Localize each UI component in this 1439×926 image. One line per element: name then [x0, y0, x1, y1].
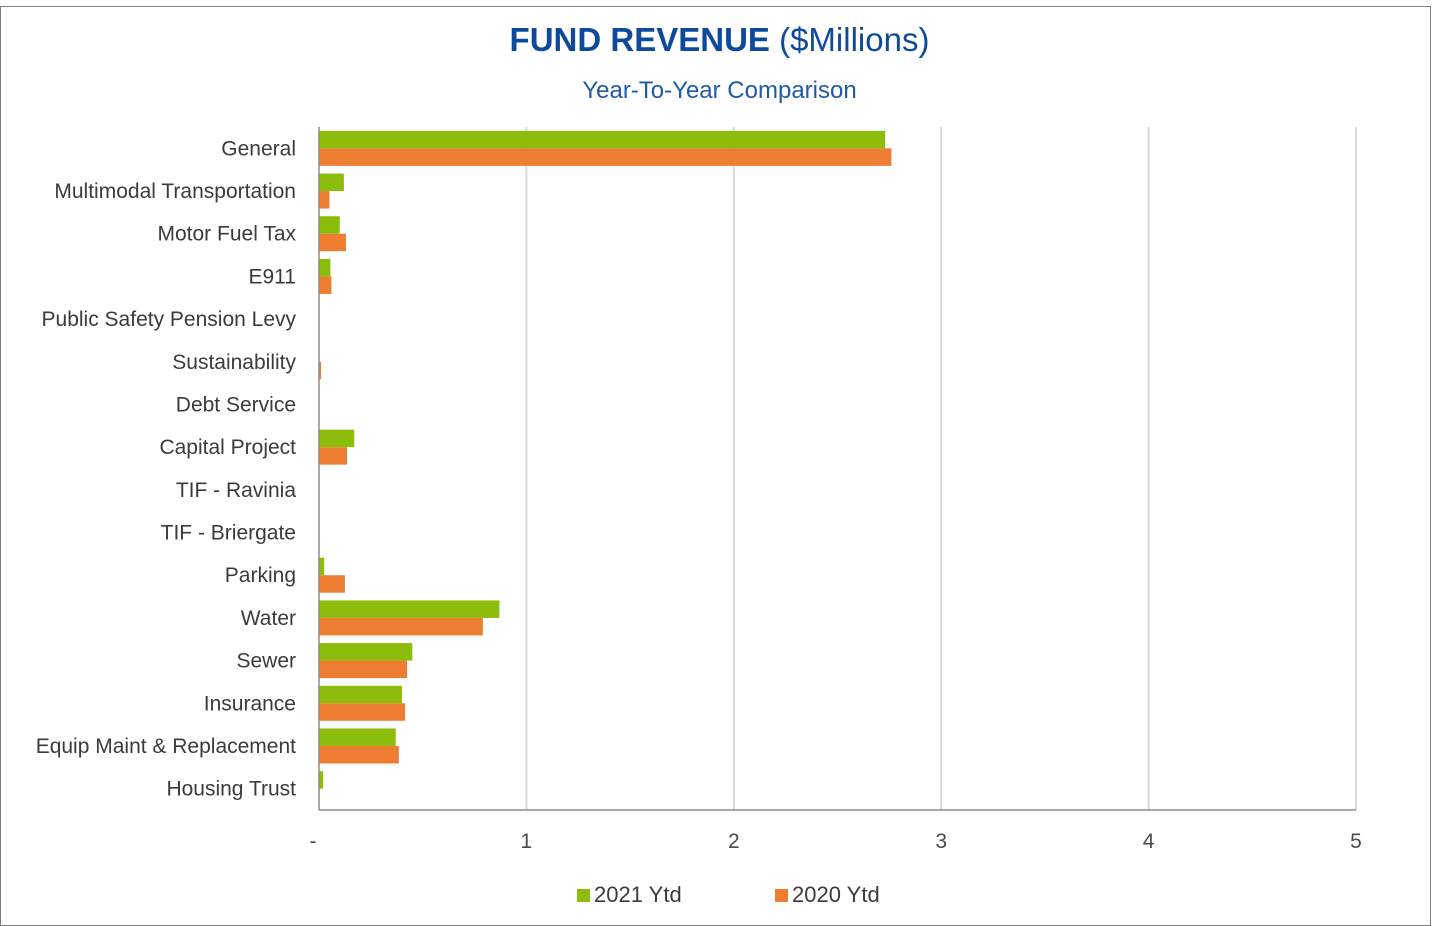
- legend-item-2020: 2020 Ytd: [775, 880, 880, 910]
- x-tick-label: -: [310, 830, 317, 853]
- category-label: Multimodal Transportation: [54, 180, 296, 203]
- bar-2020-2: [319, 233, 346, 252]
- category-label: Parking: [225, 564, 296, 587]
- x-tick-label: 1: [521, 830, 533, 853]
- category-label: Debt Service: [176, 393, 296, 416]
- chart-title: FUND REVENUE ($Millions): [0, 20, 1439, 60]
- labels: General Multimodal Transportation Motor Fu…: [36, 137, 1362, 853]
- bar-2021-12: [319, 643, 413, 661]
- bar-2020-11: [319, 617, 483, 636]
- category-label: Equip Maint & Replacement: [36, 735, 296, 758]
- category-label: Public Safety Pension Levy: [42, 308, 297, 331]
- bar-2020-12: [319, 660, 408, 679]
- category-label: Water: [241, 607, 296, 630]
- bar-2021-10: [319, 557, 325, 576]
- x-tick-label: 4: [1143, 830, 1155, 853]
- axes: [318, 127, 1356, 811]
- gridlines: [525, 127, 1357, 810]
- bar-2021-7: [319, 429, 355, 448]
- category-label: General: [221, 137, 296, 160]
- x-tick-label: 2: [728, 830, 740, 853]
- category-label: Insurance: [204, 692, 296, 715]
- bars: [319, 130, 892, 789]
- legend-label-2020: 2020 Ytd: [792, 882, 880, 907]
- x-tick-label: 3: [935, 830, 947, 853]
- category-label: TIF - Briergate: [161, 522, 296, 545]
- bar-2021-0: [319, 130, 886, 149]
- legend-swatch-2021: [577, 888, 590, 902]
- bar-2021-14: [319, 728, 396, 746]
- bar-2020-0: [319, 148, 892, 166]
- category-label: Housing Trust: [166, 778, 296, 801]
- category-label: Sewer: [236, 650, 296, 673]
- bar-2020-13: [319, 703, 406, 721]
- legend-swatch-2020: [775, 888, 788, 902]
- chart-title-main: FUND REVENUE: [509, 21, 770, 58]
- category-label: Capital Project: [159, 436, 296, 459]
- bar-2021-1: [319, 173, 344, 192]
- bar-2021-11: [319, 600, 500, 618]
- bar-2020-14: [319, 745, 399, 764]
- chart-title-units: ($Millions): [779, 21, 930, 58]
- bar-2021-15: [319, 771, 324, 789]
- x-tick-label: 5: [1350, 830, 1362, 853]
- bar-2020-1: [319, 191, 330, 209]
- category-label: E911: [249, 265, 297, 288]
- bar-2020-5: [319, 361, 322, 380]
- legend-item-2021: 2021 Ytd: [577, 880, 682, 910]
- bar-2021-3: [319, 258, 331, 277]
- category-label: TIF - Ravinia: [176, 479, 297, 502]
- chart-subtitle: Year-To-Year Comparison: [582, 77, 857, 104]
- bar-2021-2: [319, 216, 340, 234]
- legend: 2021 Ytd 2020 Ytd: [0, 880, 1439, 910]
- bar-2020-3: [319, 276, 332, 294]
- bar-2020-7: [319, 447, 347, 465]
- bar-2021-13: [319, 685, 402, 704]
- category-label: Sustainability: [172, 351, 296, 374]
- category-label: Motor Fuel Tax: [158, 223, 297, 246]
- bar-2020-10: [319, 575, 345, 593]
- legend-label-2021: 2021 Ytd: [594, 882, 682, 907]
